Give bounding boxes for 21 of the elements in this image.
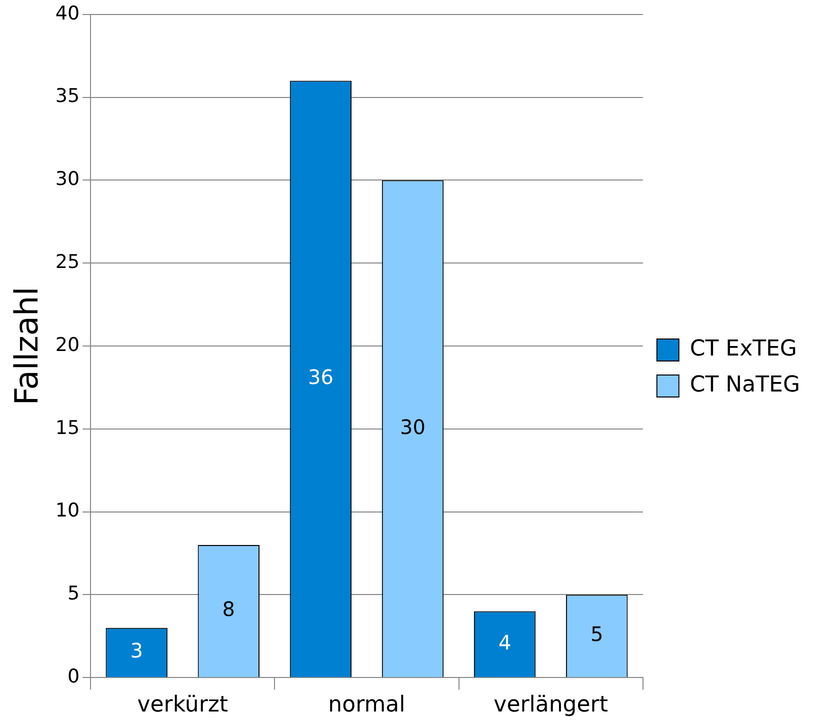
x-tick-label: verlängert bbox=[494, 692, 608, 718]
y-tick-label: 0 bbox=[67, 666, 80, 688]
data-label: 30 bbox=[400, 414, 426, 439]
data-label: 36 bbox=[308, 365, 334, 390]
y-tick-label: 5 bbox=[67, 582, 80, 605]
y-tick-label: 15 bbox=[55, 416, 80, 439]
y-tick-label: 25 bbox=[55, 251, 80, 274]
y-tick-label: 35 bbox=[55, 85, 80, 108]
data-label: 8 bbox=[222, 597, 236, 622]
data-label: 3 bbox=[130, 638, 143, 663]
legend-label: CT ExTEG bbox=[690, 336, 797, 362]
y-tick-label: 40 bbox=[55, 2, 80, 24]
y-axis-title: Fallzahl bbox=[8, 286, 46, 406]
y-tick-label: 30 bbox=[55, 168, 80, 190]
y-tick-label: 10 bbox=[55, 500, 80, 522]
legend-label: CT NaTEG bbox=[690, 372, 800, 398]
data-label: 4 bbox=[498, 630, 512, 654]
y-tick-label: 20 bbox=[55, 334, 80, 356]
x-tick-label: normal bbox=[328, 692, 406, 718]
x-tick-label: verkürzt bbox=[137, 692, 228, 718]
data-label: 5 bbox=[590, 622, 604, 646]
